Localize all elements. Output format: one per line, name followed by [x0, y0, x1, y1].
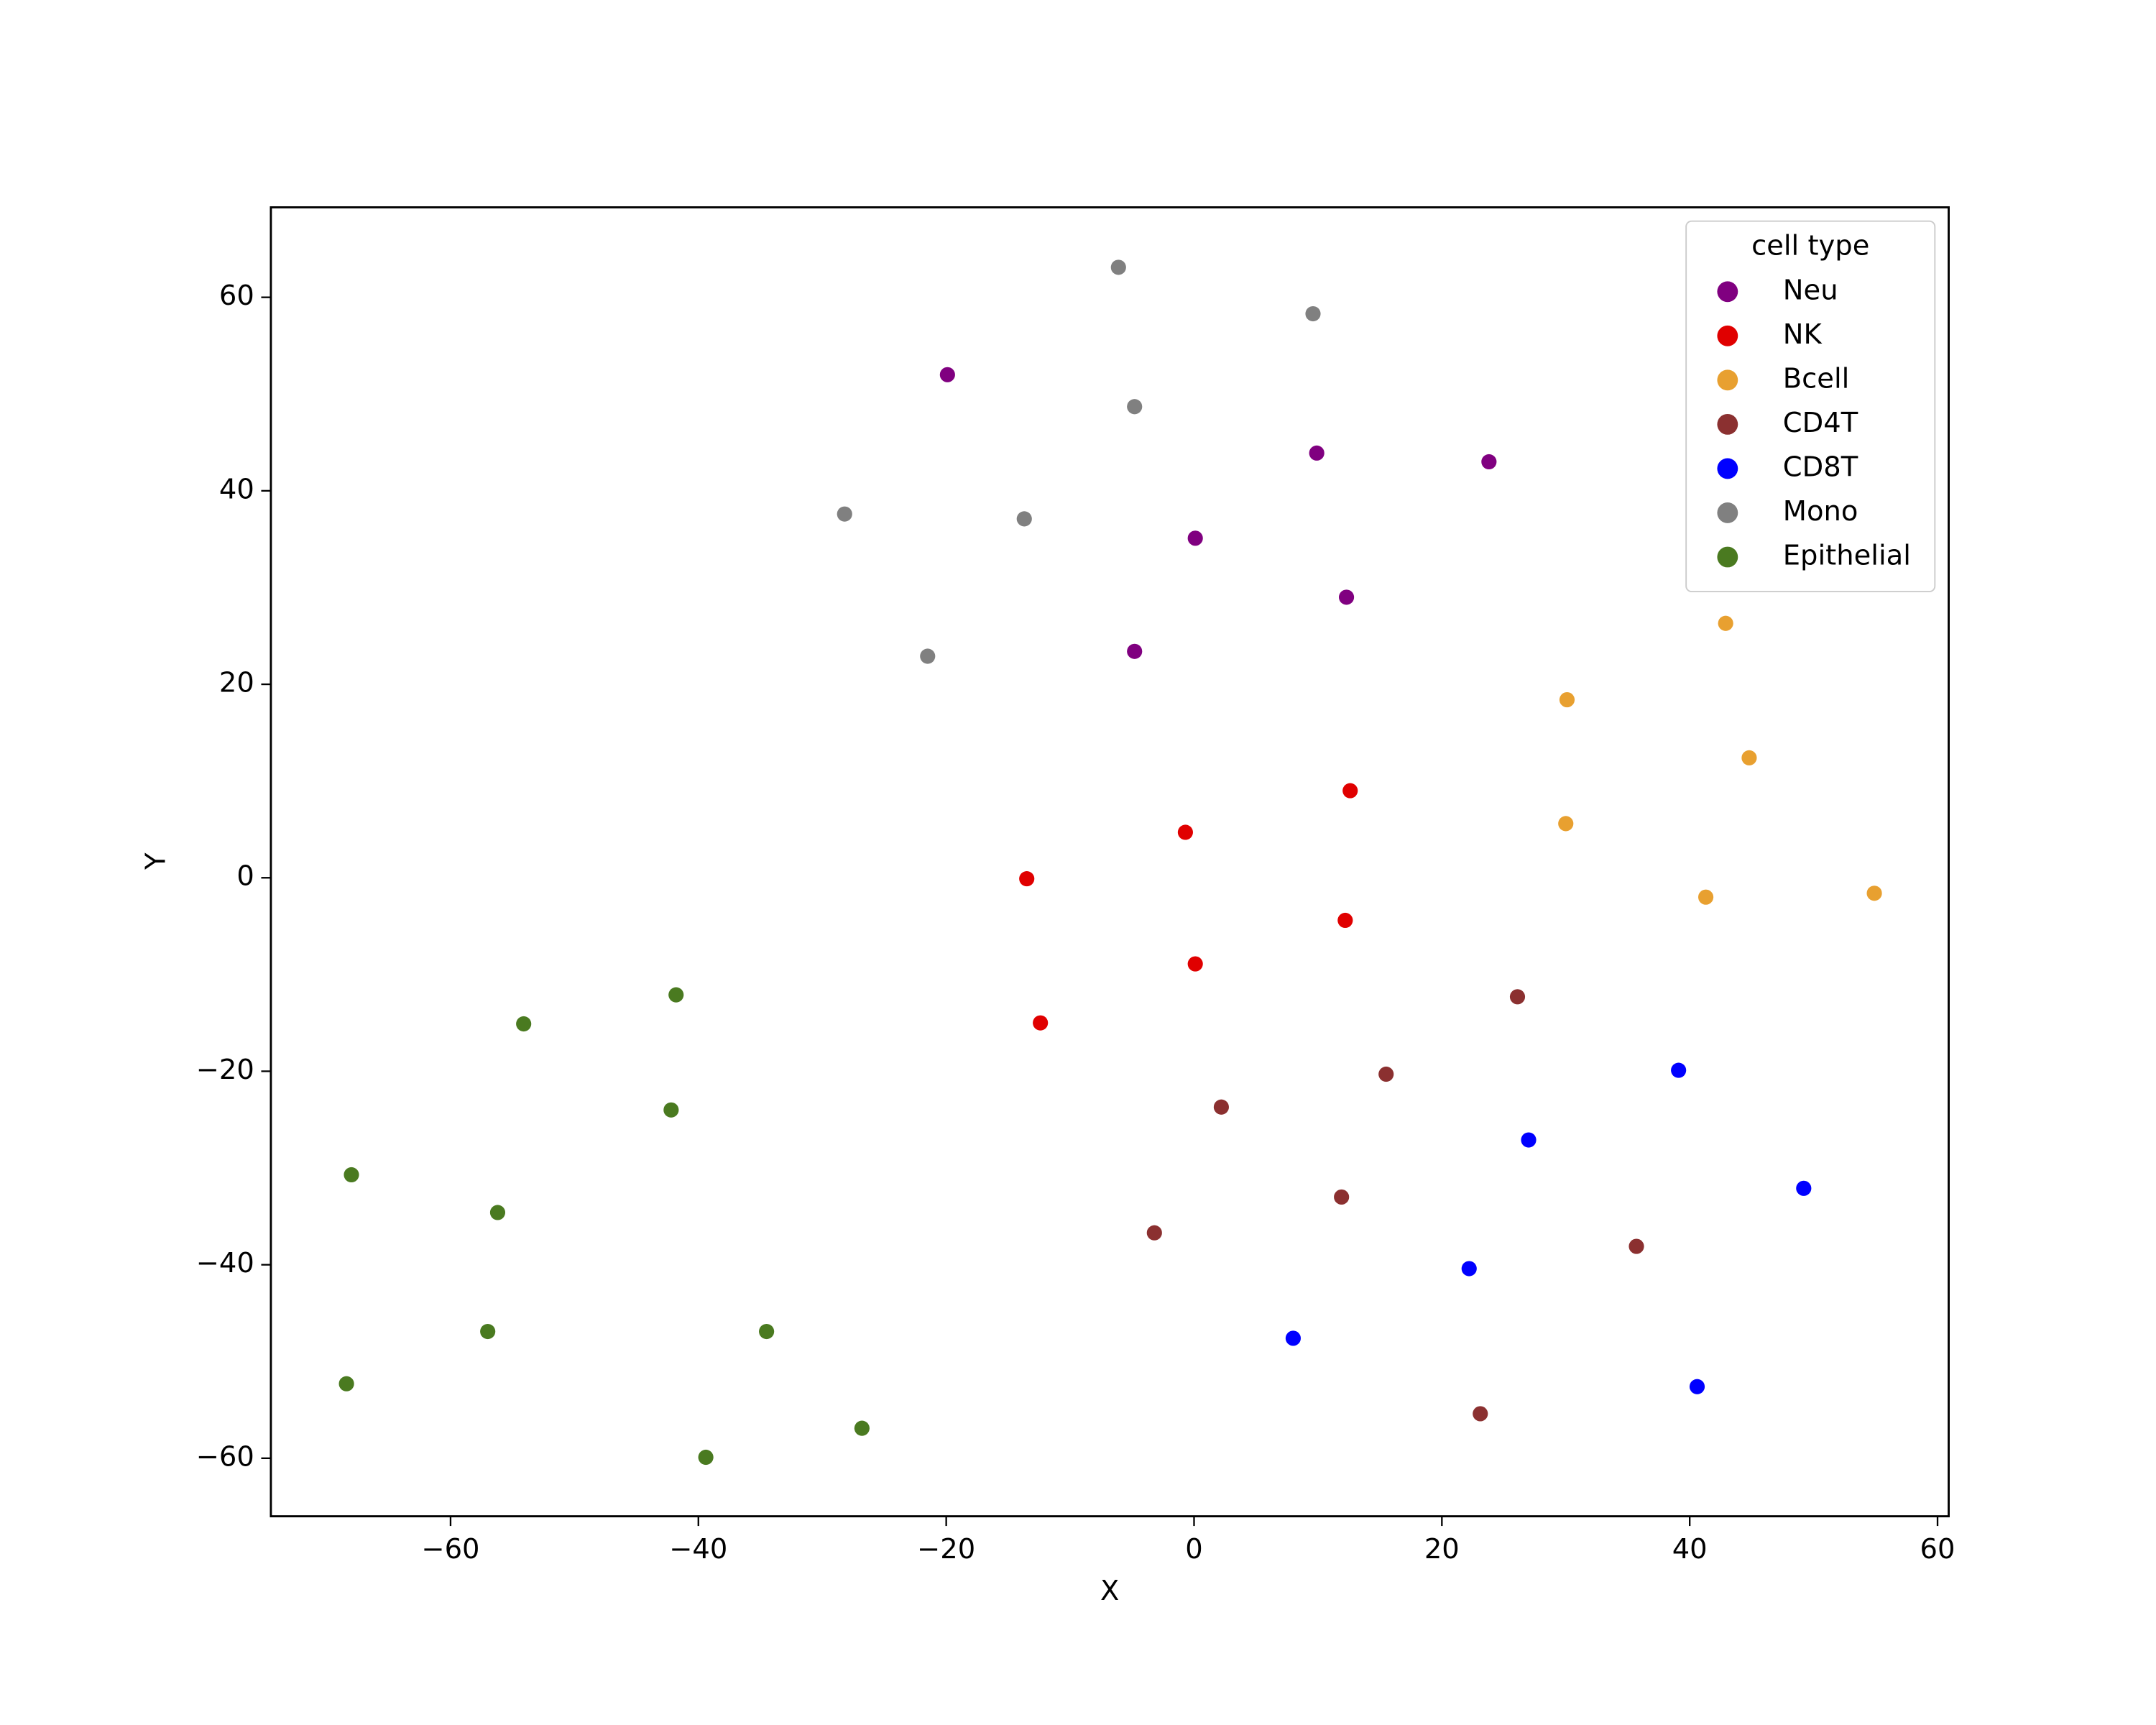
- point: [854, 1420, 870, 1436]
- y-axis-label: Y: [140, 852, 172, 870]
- point: [1558, 816, 1574, 832]
- legend-marker: [1717, 502, 1738, 523]
- point: [1628, 1238, 1644, 1254]
- point: [1741, 750, 1757, 765]
- x-axis-label: X: [1100, 1575, 1119, 1607]
- point: [1671, 1062, 1687, 1078]
- point: [1187, 956, 1203, 972]
- point: [668, 987, 684, 1003]
- y-tick-label: −20: [196, 1054, 254, 1086]
- y-tick-label: 40: [219, 473, 254, 505]
- point: [920, 648, 936, 664]
- y-tick-label: 20: [219, 667, 254, 699]
- legend-marker: [1717, 546, 1738, 568]
- legend-marker: [1717, 458, 1738, 479]
- point: [338, 1376, 354, 1392]
- legend-marker: [1717, 369, 1738, 391]
- legend-label: CD8T: [1783, 451, 1858, 483]
- plot-frame: [270, 206, 1950, 1518]
- point: [1521, 1132, 1537, 1148]
- x-tick-label: −60: [421, 1533, 479, 1565]
- x-tick-label: −40: [669, 1533, 727, 1565]
- point: [1146, 1225, 1162, 1241]
- point: [1309, 445, 1325, 461]
- legend-label: NK: [1783, 318, 1823, 351]
- legend-label: Mono: [1783, 495, 1858, 528]
- point: [1481, 454, 1497, 470]
- point: [1378, 1066, 1394, 1082]
- point: [344, 1167, 359, 1183]
- point: [516, 1016, 532, 1032]
- point: [1866, 886, 1882, 901]
- point: [837, 506, 852, 522]
- legend-marker: [1717, 413, 1738, 435]
- point: [1461, 1261, 1477, 1276]
- point: [1718, 615, 1733, 631]
- point: [1559, 692, 1575, 708]
- y-tick-label: 60: [219, 280, 254, 312]
- point: [1177, 824, 1193, 840]
- point: [1110, 259, 1126, 275]
- point: [1033, 1015, 1049, 1031]
- point: [1127, 643, 1143, 659]
- point: [1342, 783, 1358, 799]
- point: [1473, 1406, 1488, 1422]
- y-tick-label: 0: [236, 860, 254, 893]
- point: [1213, 1099, 1229, 1115]
- point: [1698, 889, 1714, 905]
- point: [1305, 305, 1321, 322]
- legend-label: Bcell: [1783, 362, 1850, 395]
- legend-label: Epithelial: [1783, 540, 1911, 572]
- y-tick-label: −40: [196, 1247, 254, 1279]
- point: [1127, 399, 1143, 415]
- legend-box: [1685, 220, 1936, 593]
- point: [1338, 589, 1355, 605]
- point: [1509, 989, 1526, 1005]
- y-tick-label: −60: [196, 1440, 254, 1473]
- point: [1019, 871, 1035, 887]
- point: [663, 1102, 679, 1118]
- x-tick-label: 0: [1185, 1533, 1202, 1565]
- point: [1016, 511, 1032, 527]
- x-tick-label: 40: [1672, 1533, 1708, 1565]
- point: [1334, 1189, 1350, 1205]
- point: [759, 1323, 775, 1340]
- point: [939, 367, 955, 382]
- point: [1796, 1180, 1812, 1196]
- x-tick-label: −20: [917, 1533, 975, 1565]
- legend-label: Neu: [1783, 274, 1838, 306]
- point: [1689, 1379, 1705, 1394]
- point: [1187, 530, 1203, 546]
- point: [1337, 912, 1353, 929]
- legend-marker: [1717, 325, 1738, 346]
- x-tick-label: 20: [1424, 1533, 1460, 1565]
- legend-label: CD4T: [1783, 407, 1858, 439]
- point: [480, 1323, 496, 1340]
- legend-marker: [1717, 281, 1738, 303]
- point: [698, 1449, 714, 1466]
- x-tick-label: 60: [1920, 1533, 1955, 1565]
- point: [1285, 1330, 1301, 1346]
- point: [489, 1205, 506, 1220]
- legend-title: cell type: [1751, 230, 1869, 262]
